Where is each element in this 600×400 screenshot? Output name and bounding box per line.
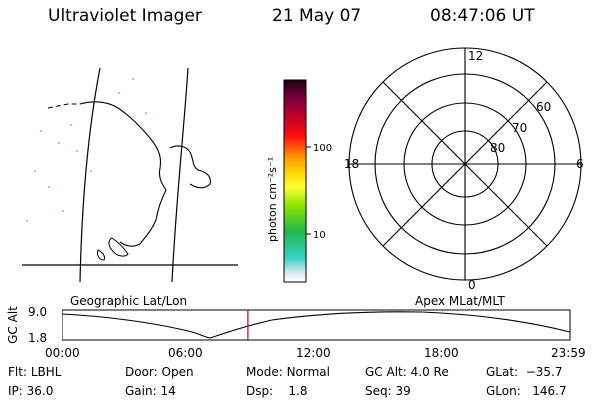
geographic-caption: Geographic Lat/Lon	[70, 294, 188, 308]
instrument-title: Ultraviolet Imager	[48, 6, 202, 26]
altitude-curve	[62, 311, 571, 339]
info-glat: GLat: −35.7	[486, 365, 563, 379]
altplot-ytick-bottom: 1.8	[28, 331, 48, 345]
altplot-xtick-0600: 06:00	[168, 346, 203, 360]
coastline-dashed	[47, 103, 80, 109]
colorbar-gradient	[283, 79, 307, 283]
polar-plot: 12 18 6 0 60 70 80	[344, 47, 584, 292]
altplot-frame	[62, 309, 571, 341]
info-seq: Seq: 39	[365, 384, 411, 398]
mlt-label-0: 0	[468, 278, 476, 292]
altplot-ylabel: GC Alt	[5, 306, 20, 344]
mlt-label-18: 18	[344, 157, 359, 171]
altitude-plot	[62, 309, 571, 341]
info-gc-alt: GC Alt: 4.0 Re	[365, 365, 449, 379]
lat-label-80: 80	[490, 141, 505, 155]
geographic-map	[22, 67, 238, 283]
mlt-label-6: 6	[576, 157, 584, 171]
info-dsp: Dsp: 1.8	[246, 384, 308, 398]
altplot-xtick-0000: 00:00	[45, 346, 80, 360]
apex-caption: Apex MLat/MLT	[415, 294, 505, 308]
image-speckles	[26, 78, 147, 222]
altplot-ytick-top: 9.0	[28, 305, 48, 319]
info-glon: GLon: 146.7	[486, 384, 567, 398]
colorbar: 100 10 photon cm⁻²s⁻¹	[266, 79, 332, 283]
info-ip: IP: 36.0	[8, 384, 54, 398]
coastline-east	[169, 145, 211, 189]
meridian-line-right	[171, 67, 189, 283]
island-outline	[108, 237, 129, 257]
coastline	[79, 101, 167, 247]
lat-label-60: 60	[536, 100, 551, 114]
header-time: 08:47:06 UT	[430, 6, 535, 26]
meridian-line-left	[79, 67, 101, 283]
info-flt: Flt: LBHL	[8, 365, 62, 379]
lat-label-70: 70	[512, 121, 527, 135]
altplot-xtick-2359: 23:59	[551, 346, 586, 360]
polar-diagonal-2	[382, 81, 548, 247]
altplot-xtick-1800: 18:00	[424, 346, 459, 360]
colorbar-unit-label: photon cm⁻²s⁻¹	[266, 157, 279, 242]
header-date: 21 May 07	[272, 6, 362, 26]
colorbar-label-10: 10	[313, 230, 326, 241]
info-gain: Gain: 14	[125, 384, 176, 398]
colorbar-label-100: 100	[313, 143, 332, 154]
info-mode: Mode: Normal	[246, 365, 330, 379]
info-door: Door: Open	[125, 365, 194, 379]
altplot-xtick-1200: 12:00	[296, 346, 331, 360]
island-outline-small	[97, 249, 105, 261]
mlt-label-12: 12	[468, 49, 483, 63]
